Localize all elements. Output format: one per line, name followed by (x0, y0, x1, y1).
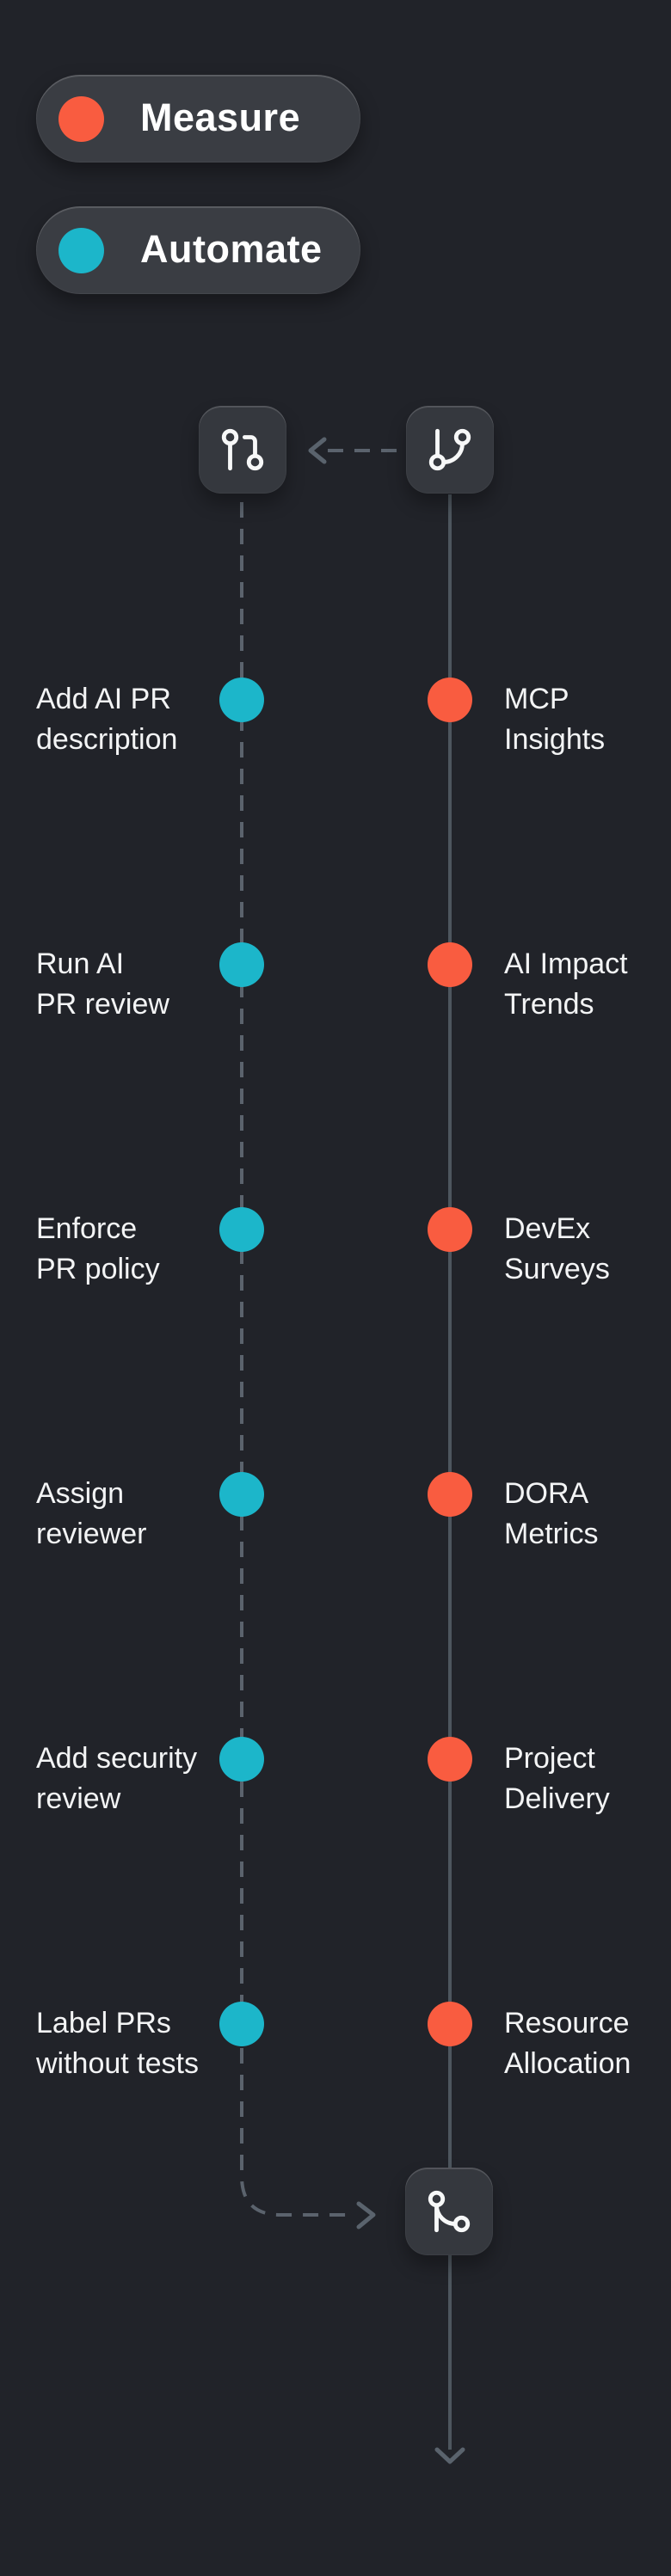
automate-node-dot (219, 942, 264, 987)
label-line: MCP (504, 683, 569, 715)
label-line: Allocation (504, 2047, 631, 2080)
label-line: Assign (36, 1477, 125, 1510)
automate-node-dot (219, 2002, 264, 2046)
measure-label: MCP Insights (504, 679, 605, 760)
measure-node-dot (428, 942, 472, 987)
label-line: without tests (36, 2047, 199, 2080)
label-line: PR policy (36, 1253, 160, 1285)
git-branch-icon (428, 428, 471, 471)
label-line: Trends (504, 988, 594, 1021)
down-arrowhead-icon (434, 2447, 465, 2464)
measure-track-tile (406, 406, 494, 494)
automate-node-dot (219, 1472, 264, 1517)
merge-tile (405, 2168, 493, 2255)
git-pull-request-icon (221, 428, 264, 471)
label-line: Add AI PR (36, 683, 171, 715)
right-arrowhead-icon (356, 2201, 376, 2229)
automate-label: Label PRs without tests (36, 2003, 199, 2084)
measure-label: AI Impact Trends (504, 944, 628, 1025)
measure-node-dot (428, 2002, 472, 2046)
label-line: AI Impact (504, 948, 628, 980)
automate-track-line (240, 502, 353, 2217)
label-line: reviewer (36, 1518, 147, 1550)
automate-node-dot (219, 1207, 264, 1252)
measure-node-dot (428, 1207, 472, 1252)
measure-label: Resource Allocation (504, 2003, 631, 2084)
label-line: Label PRs (36, 2007, 171, 2039)
automate-label: Assign reviewer (36, 1474, 146, 1555)
label-line: review (36, 1782, 121, 1815)
label-line: Resource (504, 2007, 630, 2039)
label-line: PR review (36, 988, 169, 1021)
git-merge-icon (428, 2190, 471, 2233)
automate-node-dot (219, 1737, 264, 1782)
label-line: description (36, 723, 178, 756)
label-line: Surveys (504, 1253, 610, 1285)
legend-label-measure: Measure (140, 95, 301, 139)
label-line: DevEx (504, 1212, 591, 1245)
left-arrowhead-icon (308, 437, 327, 464)
label-line: Insights (504, 723, 606, 756)
label-line: Metrics (504, 1518, 599, 1550)
automate-label: Enforce PR policy (36, 1209, 160, 1290)
automate-label: Add security review (36, 1739, 197, 1819)
label-line: DORA (504, 1477, 589, 1510)
label-line: Run AI (36, 948, 125, 980)
measure-node-dot (428, 1737, 472, 1782)
measure-label: DevEx Surveys (504, 1209, 610, 1290)
automate-track-tile (199, 406, 286, 494)
legend-label-automate: Automate (140, 226, 323, 271)
measure-node-dot (428, 1472, 472, 1517)
measure-label: DORA Metrics (504, 1474, 599, 1555)
automate-label: Run AI PR review (36, 944, 169, 1025)
automate-node-dot (219, 678, 264, 722)
label-line: Project (504, 1742, 595, 1775)
measure-node-dot (428, 678, 472, 722)
label-line: Add security (36, 1742, 198, 1775)
automate-label: Add AI PR description (36, 679, 177, 760)
measure-label: Project Delivery (504, 1739, 610, 1819)
measure-dot (58, 95, 104, 142)
legend-pill-measure: Measure (36, 75, 360, 163)
label-line: Enforce (36, 1212, 138, 1245)
label-line: Delivery (504, 1782, 610, 1815)
automate-dot (58, 227, 104, 273)
legend-pill-automate: Automate (36, 206, 360, 294)
